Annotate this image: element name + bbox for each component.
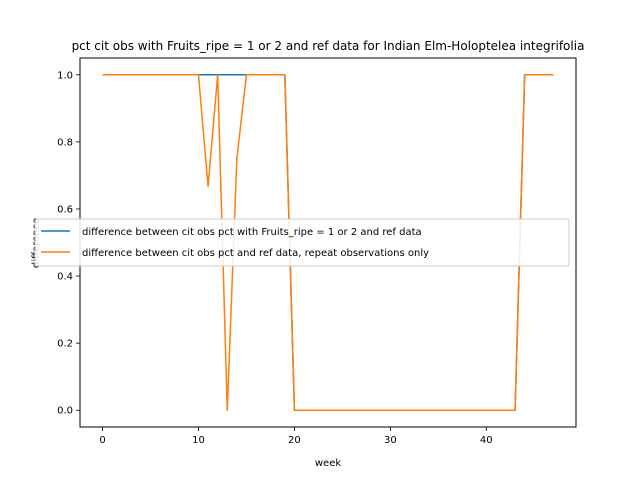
- x-tick-label: 10: [192, 435, 205, 446]
- y-tick-label: 0.4: [57, 272, 73, 283]
- series-line-2: [102, 74, 554, 411]
- y-tick-label: 0.2: [57, 339, 73, 350]
- x-tick-label: 40: [480, 435, 493, 446]
- x-tick-label: 0: [99, 435, 105, 446]
- plot-lines: [102, 74, 554, 411]
- y-axis: 0.0 0.2 0.4 0.6 0.8 1.0: [57, 70, 80, 417]
- chart-title: pct cit obs with Fruits_ripe = 1 or 2 an…: [72, 39, 585, 53]
- x-axis-label: week: [315, 458, 341, 469]
- x-axis: 0 10 20 30 40: [99, 427, 493, 446]
- y-tick-label: 0.6: [57, 204, 73, 215]
- x-tick-label: 20: [288, 435, 301, 446]
- legend: difference between cit obs pct with Frui…: [34, 218, 570, 267]
- y-tick-label: 0.8: [57, 137, 73, 148]
- y-tick-label: 0.0: [57, 406, 73, 417]
- x-tick-label: 30: [384, 435, 397, 446]
- legend-label-series-1: difference between cit obs pct with Frui…: [82, 227, 422, 238]
- legend-label-series-2: difference between cit obs pct and ref d…: [82, 248, 429, 259]
- y-tick-label: 1.0: [57, 70, 73, 81]
- legend-box: [34, 218, 570, 267]
